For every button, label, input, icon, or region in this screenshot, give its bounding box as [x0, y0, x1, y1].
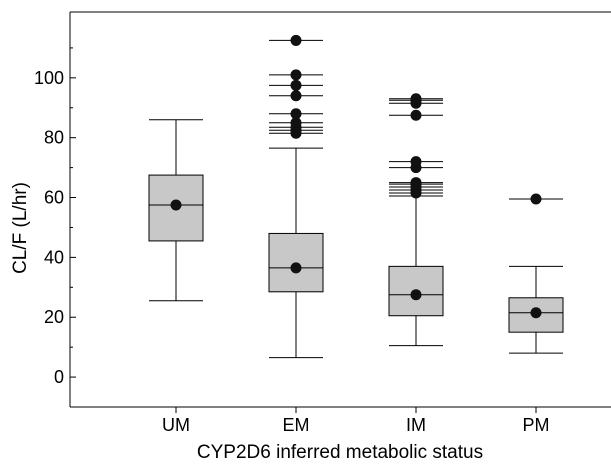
outlier-point: [410, 156, 422, 168]
outlier-point: [530, 193, 542, 205]
y-tick-label: 40: [44, 247, 64, 267]
mean-marker: [410, 289, 422, 301]
outlier-point: [290, 117, 302, 129]
y-tick-label: 60: [44, 188, 64, 208]
x-tick-label: PM: [523, 415, 550, 435]
outlier-point: [410, 93, 422, 105]
x-tick-label: UM: [162, 415, 190, 435]
x-tick-label: EM: [283, 415, 310, 435]
outlier-point: [410, 109, 422, 121]
x-axis-title: CYP2D6 inferred metabolic status: [197, 442, 483, 463]
outlier-point: [290, 69, 302, 81]
outlier-point: [290, 79, 302, 91]
plot-area: 0 20 40 60 80 100 UM EM IM PM: [34, 11, 611, 435]
outlier-point: [290, 108, 302, 120]
box-im: [388, 265, 444, 317]
y-tick-label: 100: [34, 68, 64, 88]
mean-marker: [290, 262, 302, 274]
outlier-point: [290, 90, 302, 102]
outlier-point: [290, 34, 302, 46]
box-em: [268, 232, 324, 293]
y-tick-label: 0: [54, 367, 64, 387]
x-tick-label: IM: [406, 415, 426, 435]
mean-marker: [530, 307, 542, 319]
outlier-point: [410, 177, 422, 189]
y-axis-title: CL/F (L/hr): [10, 182, 31, 274]
mean-marker: [170, 199, 182, 211]
y-tick-label: 20: [44, 307, 64, 327]
y-tick-label: 80: [44, 128, 64, 148]
